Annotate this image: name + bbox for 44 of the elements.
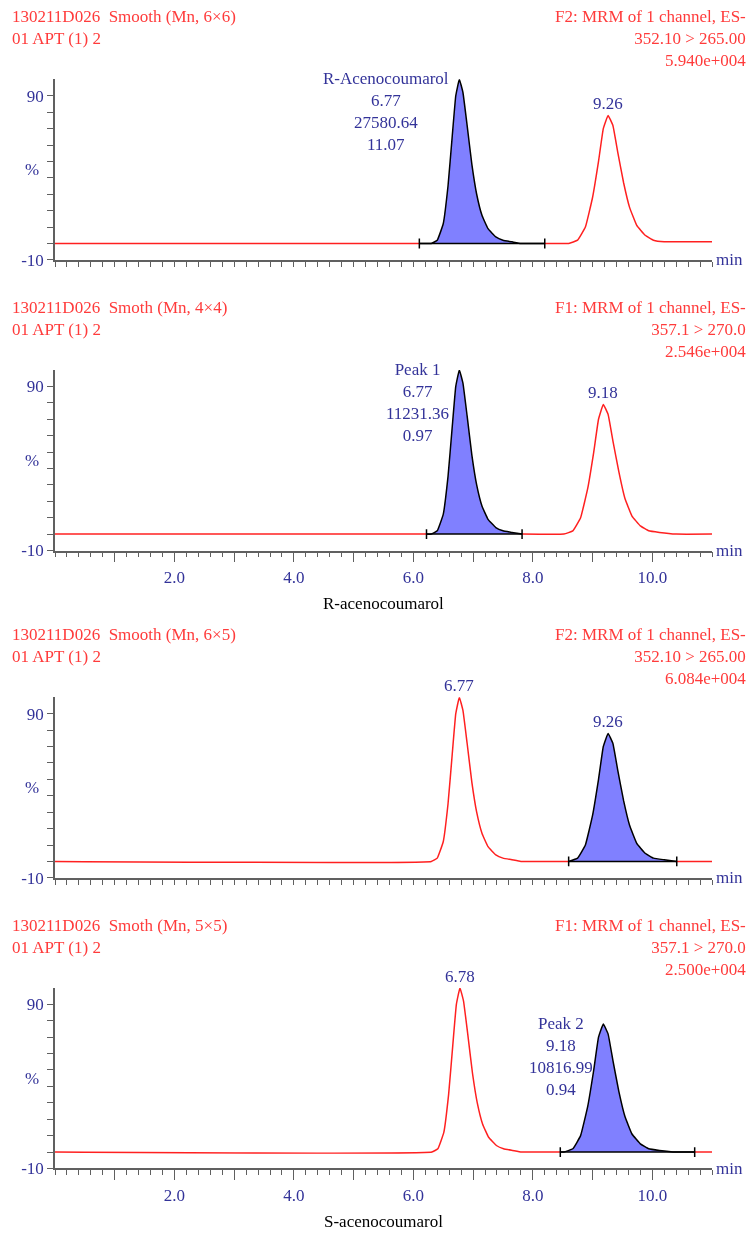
x-tick-label: 6.0 xyxy=(402,567,424,587)
annotation: R-Acenocoumarol 6.77 27580.64 11.07 xyxy=(323,69,449,155)
annotation: 9.26 xyxy=(593,94,623,113)
y-tick-label: 90 xyxy=(26,86,44,106)
y-tick-label: -10 xyxy=(21,1159,44,1179)
annotation: Peak 2 9.18 10816.99 0.94 xyxy=(529,1014,593,1100)
x-axis-title: min xyxy=(716,1159,743,1178)
chart-title: 130211D026 Smoth (Mn, 5×5) 01 APT (1) 2 xyxy=(12,916,228,958)
y-tick-label: -10 xyxy=(21,868,44,888)
x-axis-title: min xyxy=(716,868,743,887)
y-axis-title: % xyxy=(25,160,40,179)
y-tick-label: 90 xyxy=(26,377,44,397)
x-tick-label: 4.0 xyxy=(283,1185,305,1205)
chart-title: 130211D026 Smooth (Mn, 6×6) 01 APT (1) 2 xyxy=(12,7,236,49)
x-tick-label: 6.0 xyxy=(402,1185,424,1205)
chart-subtitle: F1: MRM of 1 channel, ES- 357.1 > 270.0 2.546e+004 xyxy=(555,298,747,362)
y-tick-label: -10 xyxy=(21,541,44,561)
y-tick-label: -10 xyxy=(21,250,44,270)
y-tick-label: 90 xyxy=(26,995,44,1015)
annotation: 9.26 xyxy=(593,712,623,731)
x-tick-label: 8.0 xyxy=(522,567,544,587)
y-axis-title: % xyxy=(25,1069,40,1088)
x-tick-label: 8.0 xyxy=(522,1185,544,1205)
x-tick-label: 2.0 xyxy=(163,1185,186,1205)
x-tick-label: 10.0 xyxy=(637,1185,668,1205)
chart-subtitle: F1: MRM of 1 channel, ES- 357.1 > 270.0 2.500e+004 xyxy=(555,916,747,980)
chart-title: 130211D026 Smoth (Mn, 4×4) 01 APT (1) 2 xyxy=(12,298,228,340)
y-tick-label: 90 xyxy=(26,704,44,724)
annotation: 9.18 xyxy=(588,383,618,402)
chart-title: 130211D026 Smooth (Mn, 6×5) 01 APT (1) 2 xyxy=(12,625,236,667)
x-tick-label: 2.0 xyxy=(163,567,186,587)
annotation: 6.77 xyxy=(444,676,475,695)
y-axis-title: % xyxy=(25,451,40,470)
x-axis-title: min xyxy=(716,250,743,269)
x-tick-label: 4.0 xyxy=(283,567,305,587)
chart-subtitle: F2: MRM of 1 channel, ES- 352.10 > 265.00 6.084e+004 xyxy=(555,625,747,689)
text: S-acenocoumarol xyxy=(324,1212,444,1231)
y-axis-title: % xyxy=(25,778,40,797)
annotation: 6.78 xyxy=(445,967,475,986)
x-tick-label: 10.0 xyxy=(637,567,668,587)
chart-subtitle: F2: MRM of 1 channel, ES- 352.10 > 265.00 5.940e+004 xyxy=(555,7,747,71)
text: R-acenocoumarol xyxy=(323,594,445,613)
annotation: Peak 1 6.77 11231.36 0.97 xyxy=(386,360,450,446)
x-axis-title: min xyxy=(716,541,743,560)
